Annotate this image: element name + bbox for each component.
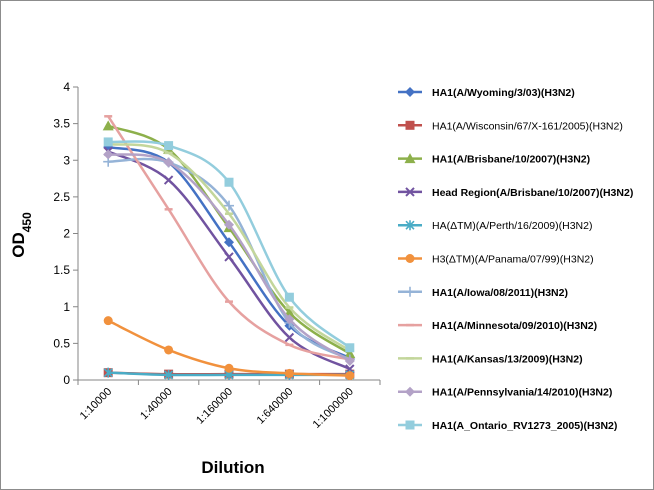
legend-marker (405, 120, 415, 130)
series-line (108, 140, 351, 349)
series-point (284, 314, 295, 325)
series-point (345, 343, 355, 353)
series-point (284, 368, 294, 378)
legend-label: HA1(A/Pennsylvania/14/2010)(H3N2) (432, 387, 612, 399)
legend-label: HA1(A/Iowa/08/2011)(H3N2) (432, 287, 568, 299)
series-point (164, 369, 174, 380)
legend-label: HA1(A/Brisbane/10/2007)(H3N2) (432, 154, 590, 166)
series-point (224, 200, 234, 211)
plot-series-group (102, 115, 356, 381)
series-point (103, 316, 113, 326)
y-tick-label: 1.5 (53, 263, 70, 277)
legend-item: HA1(A/Kansas/13/2009)(H3N2) (398, 353, 583, 365)
legend-item: HA1(A/Wisconsin/67/X-161/2005)(H3N2) (398, 120, 623, 132)
legend-marker (405, 286, 415, 297)
x-tick-label: 1:160000 (194, 386, 235, 427)
legend-item: HA1(A/Brisbane/10/2007)(H3N2) (398, 153, 590, 166)
legend-label: HA(ΔTM)(A/Perth/16/2009)(H3N2) (432, 220, 592, 232)
legend-label: Head Region(A/Brisbane/10/2007)(H3N2) (432, 187, 633, 199)
series-point (224, 177, 234, 187)
legend-item: HA1(A/Wyoming/3/03)(H3N2) (398, 87, 575, 99)
legend-marker (405, 254, 415, 263)
series-point (345, 371, 355, 381)
series-point (224, 237, 234, 248)
legend-label: HA1(A/Minnesota/09/2010)(H3N2) (432, 320, 597, 332)
series-point (224, 252, 234, 262)
y-axis-title-main: OD (9, 232, 28, 258)
legend-item: HA1(A/Minnesota/09/2010)(H3N2) (398, 320, 597, 332)
series-point (224, 219, 234, 230)
x-tick-label: 1:40000 (138, 386, 175, 423)
y-axis-title-sub: 450 (20, 212, 34, 232)
legend-item: HA1(A/Iowa/08/2011)(H3N2) (398, 287, 568, 299)
legend-item: HA1(A_Ontario_RV1273_2005)(H3N2) (398, 420, 617, 432)
series-point (163, 175, 174, 185)
legend-marker (405, 386, 415, 397)
legend-label: HA1(A/Wyoming/3/03)(H3N2) (432, 87, 575, 99)
legend-item: HA1(A/Pennsylvania/14/2010)(H3N2) (398, 386, 612, 399)
series-point (164, 345, 174, 355)
y-tick-label: 1 (63, 300, 70, 314)
series-point (344, 348, 356, 359)
series-line (107, 115, 351, 361)
legend-label: H3(ΔTM)(A/Panama/07/99)(H3N2) (432, 254, 594, 266)
series-9 (104, 142, 354, 352)
y-tick-label: 3.5 (53, 117, 70, 131)
legend-label: HA1(A/Wisconsin/67/X-161/2005)(H3N2) (432, 120, 623, 132)
x-tick-label: 1:10000 (78, 386, 115, 423)
series-10 (103, 149, 355, 366)
y-tick-label: 3 (63, 153, 70, 167)
y-axis-ticks: 0 0.5 1 1.5 2 2.5 3 3.5 4 (53, 80, 78, 387)
series-point (224, 363, 234, 373)
series-point (284, 332, 295, 343)
x-tick-label: 1:1000000 (311, 386, 356, 431)
series-point (103, 149, 114, 160)
x-axis-ticks: 1:10000 1:40000 1:160000 1:640000 1:1000000 (77, 380, 381, 431)
legend-item: Head Region(A/Brisbane/10/2007)(H3N2) (398, 187, 633, 199)
series-6 (103, 316, 355, 381)
series-point (164, 141, 174, 151)
x-axis-title: Dilution (201, 458, 264, 477)
y-tick-label: 0 (63, 373, 70, 387)
y-tick-label: 2 (63, 227, 70, 241)
legend-label: HA1(A_Ontario_RV1273_2005)(H3N2) (432, 420, 617, 432)
legend-marker (405, 420, 415, 430)
legend-item: HA(ΔTM)(A/Perth/16/2009)(H3N2) (398, 220, 592, 232)
series-point (163, 157, 174, 168)
series-line (108, 142, 351, 352)
legend-marker (405, 220, 415, 231)
legend-label: HA1(A/Kansas/13/2009)(H3N2) (432, 353, 583, 365)
series-11 (103, 137, 355, 353)
legend-marker (404, 153, 416, 164)
series-point (284, 292, 294, 302)
legend-marker (405, 87, 415, 97)
series-line (108, 157, 351, 361)
series-point (344, 355, 355, 366)
y-tick-label: 4 (63, 80, 70, 94)
legend-item: H3(ΔTM)(A/Panama/07/99)(H3N2) (398, 254, 594, 266)
series-point (102, 120, 114, 131)
series-point (103, 367, 113, 378)
legend: HA1(A/Wyoming/3/03)(H3N2) HA1(A/Wisconsin… (398, 87, 633, 432)
x-tick-label: 1:640000 (255, 386, 296, 427)
legend-marker (405, 187, 415, 197)
series-point (103, 137, 113, 147)
y-axis-title: OD450 (9, 212, 34, 258)
y-tick-label: 0.5 (53, 336, 70, 350)
y-tick-label: 2.5 (53, 190, 70, 204)
